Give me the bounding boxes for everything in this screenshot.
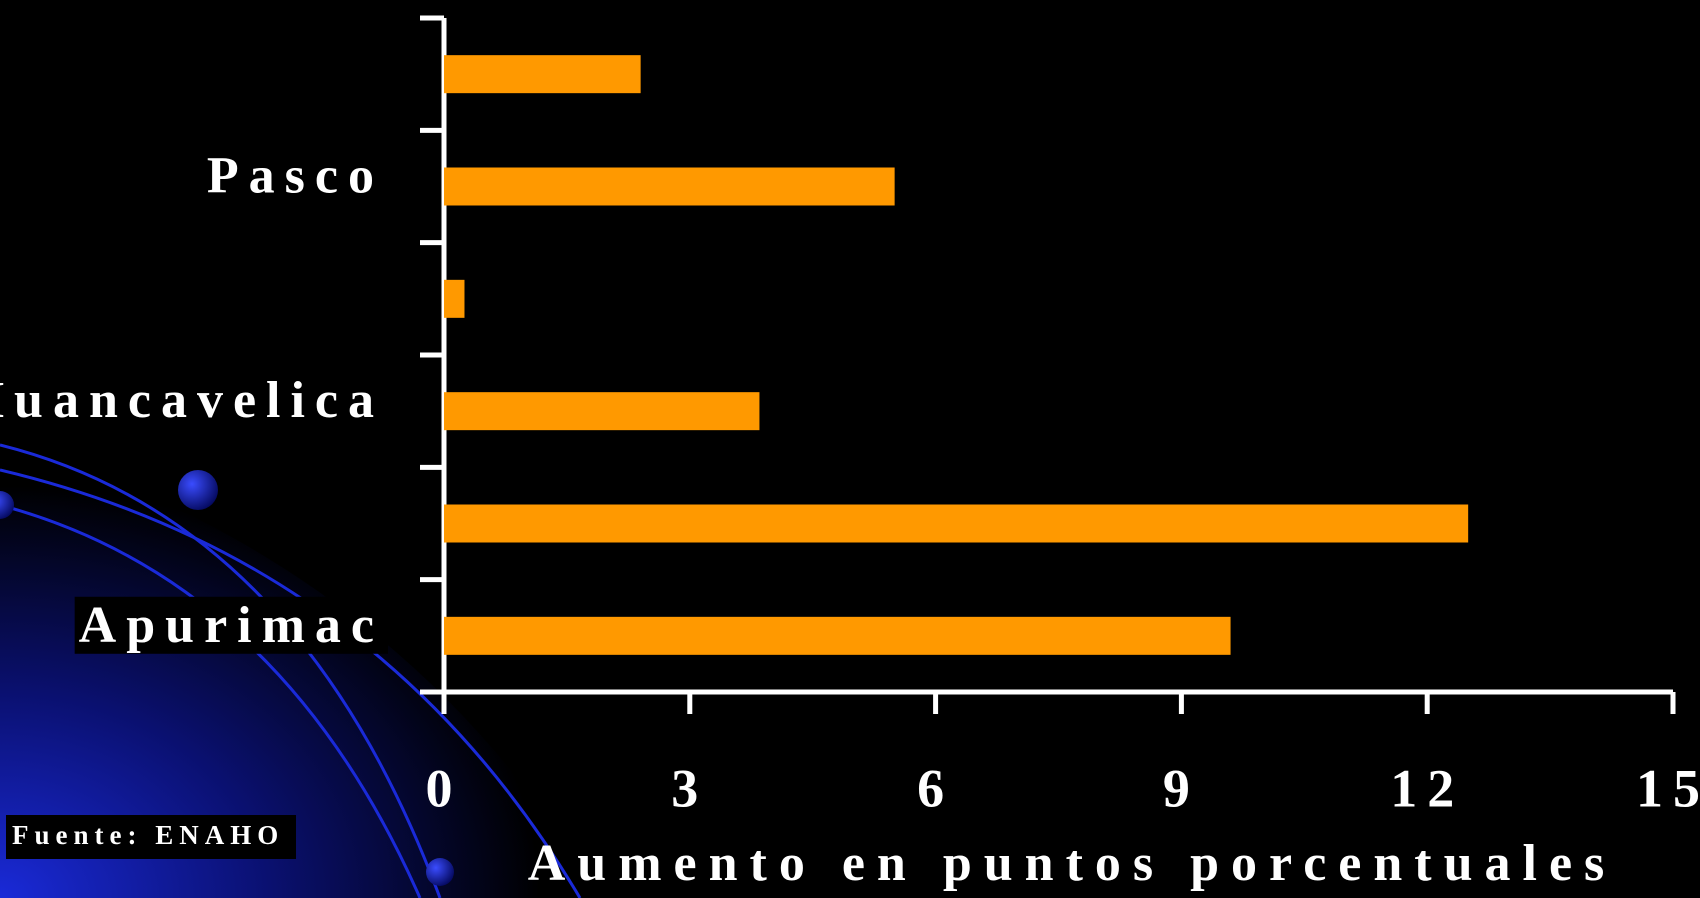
x-tick-label: 9 bbox=[1163, 758, 1200, 818]
y-tick-label: Apurimac bbox=[79, 597, 384, 654]
y-tick-label: Huancavelica bbox=[0, 372, 384, 429]
bar bbox=[444, 392, 760, 431]
x-tick-label: 6 bbox=[917, 758, 954, 818]
label-background bbox=[0, 372, 388, 430]
x-axis-label: Aumento en puntos porcentuales bbox=[528, 835, 1617, 892]
bar bbox=[444, 167, 895, 206]
bar bbox=[444, 279, 465, 318]
label-background bbox=[202, 147, 388, 205]
bar bbox=[444, 616, 1231, 655]
x-tick-label: 3 bbox=[671, 758, 708, 818]
bar bbox=[444, 504, 1469, 543]
y-tick-label: Pasco bbox=[207, 147, 384, 204]
annotation-box bbox=[6, 815, 296, 859]
bar bbox=[444, 55, 641, 94]
background-decoration bbox=[0, 440, 600, 898]
x-tick-label: 15 bbox=[1636, 758, 1700, 818]
x-tick-label: 0 bbox=[426, 758, 463, 818]
label-background bbox=[74, 596, 388, 654]
x-tick-label: 12 bbox=[1390, 758, 1464, 818]
annotation: Fuente: ENAHO bbox=[12, 820, 284, 850]
